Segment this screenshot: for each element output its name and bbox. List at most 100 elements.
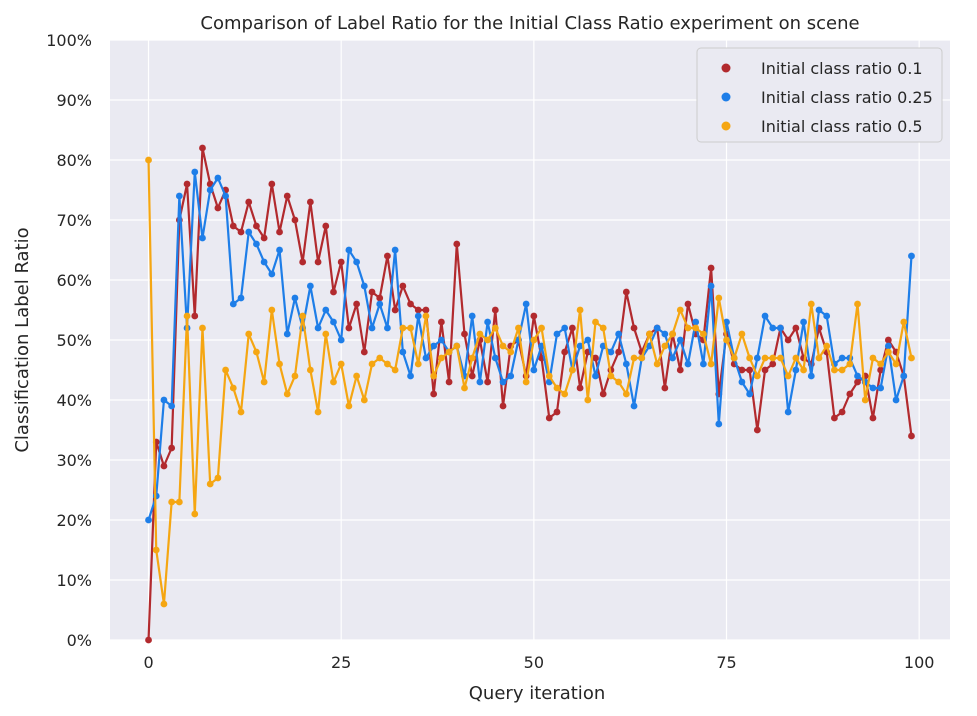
data-point: [538, 324, 545, 332]
x-tick-labels: 0 25 50 75 100: [143, 653, 934, 672]
legend-entry: Initial class ratio 0.5: [761, 117, 923, 136]
data-point: [461, 384, 468, 392]
data-point: [515, 324, 522, 332]
data-point: [715, 294, 723, 302]
data-point: [283, 330, 291, 338]
data-point: [384, 324, 391, 332]
data-point: [530, 336, 538, 344]
data-point: [823, 342, 831, 350]
data-point: [345, 324, 353, 332]
data-point: [414, 312, 422, 320]
data-point: [306, 198, 314, 206]
data-point: [268, 180, 276, 188]
data-point: [545, 414, 553, 422]
x-tick-label: 50: [524, 653, 544, 672]
data-point: [260, 258, 268, 266]
data-point: [422, 312, 430, 320]
data-point: [715, 420, 723, 428]
data-point: [445, 348, 453, 356]
data-point: [761, 366, 769, 374]
data-point: [430, 390, 438, 398]
data-point: [145, 516, 152, 524]
data-point: [214, 174, 222, 182]
data-point: [407, 324, 414, 332]
data-point: [468, 312, 476, 320]
data-point: [399, 324, 407, 332]
data-point: [422, 306, 430, 314]
data-point: [499, 402, 507, 410]
data-point: [476, 378, 484, 386]
data-point: [592, 372, 599, 380]
data-point: [846, 360, 854, 368]
data-point: [908, 354, 915, 362]
data-point: [669, 330, 676, 338]
data-point: [592, 354, 599, 362]
data-point: [376, 354, 384, 362]
data-point: [237, 294, 245, 302]
data-point: [368, 324, 376, 332]
data-point: [661, 330, 669, 338]
data-point: [299, 312, 307, 320]
data-point: [468, 372, 476, 380]
data-point: [337, 336, 345, 344]
data-point: [561, 324, 569, 332]
data-point: [353, 258, 361, 266]
legend-marker: [721, 63, 731, 73]
y-tick-label: 0%: [67, 631, 92, 650]
y-tick-label: 70%: [56, 211, 92, 230]
data-point: [831, 414, 838, 422]
data-point: [399, 282, 407, 290]
data-point: [314, 258, 322, 266]
data-point: [484, 318, 492, 326]
data-point: [322, 222, 330, 230]
data-point: [268, 306, 276, 314]
data-point: [476, 330, 484, 338]
data-point: [337, 258, 345, 266]
data-point: [615, 348, 623, 356]
data-point: [784, 408, 792, 416]
data-point: [723, 318, 730, 326]
data-point: [738, 330, 746, 338]
data-point: [530, 366, 538, 374]
data-point: [854, 378, 861, 386]
legend-marker: [721, 121, 731, 131]
x-tick-label: 100: [904, 653, 935, 672]
data-point: [807, 300, 815, 308]
data-point: [823, 312, 831, 320]
data-point: [877, 366, 885, 374]
data-point: [384, 252, 391, 260]
data-point: [576, 306, 584, 314]
data-point: [484, 336, 492, 344]
chart-title: Comparison of Label Ratio for the Initia…: [200, 13, 859, 34]
y-tick-label: 50%: [56, 331, 92, 350]
data-point: [291, 216, 299, 224]
data-point: [622, 390, 630, 398]
data-point: [322, 306, 330, 314]
data-point: [499, 378, 507, 386]
data-point: [784, 372, 792, 380]
data-point: [353, 300, 361, 308]
data-point: [746, 366, 754, 374]
data-point: [869, 354, 877, 362]
data-point: [253, 240, 260, 248]
data-point: [345, 402, 353, 410]
data-point: [175, 498, 183, 506]
y-axis-label: Classification Label Ratio: [12, 227, 33, 452]
data-point: [707, 282, 715, 290]
data-point: [553, 330, 561, 338]
data-point: [237, 408, 245, 416]
data-point: [884, 348, 892, 356]
data-point: [507, 372, 515, 380]
data-point: [330, 288, 337, 296]
data-point: [422, 354, 430, 362]
data-point: [561, 390, 569, 398]
data-point: [777, 324, 784, 332]
data-point: [384, 360, 391, 368]
data-point: [753, 372, 761, 380]
data-point: [861, 396, 869, 404]
data-point: [145, 156, 152, 164]
y-tick-label: 100%: [46, 31, 92, 50]
data-point: [707, 360, 715, 368]
data-point: [699, 360, 707, 368]
data-point: [622, 360, 630, 368]
